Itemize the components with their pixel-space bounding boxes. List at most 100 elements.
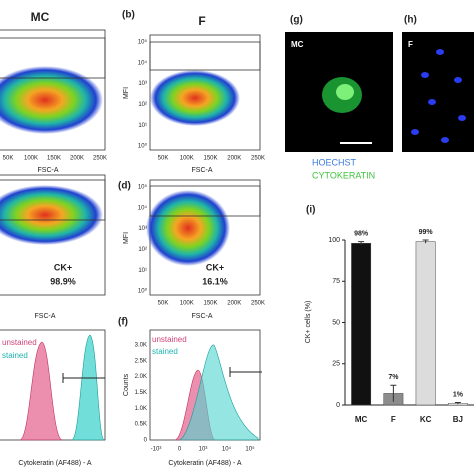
y-tick-label: 10⁴ — [138, 204, 148, 211]
panel-e: unstained stained Cytokeratin (AF488) - … — [0, 329, 106, 467]
image-label: MC — [291, 40, 304, 49]
density — [0, 66, 103, 134]
y-tick-label: 1.5K — [135, 390, 147, 396]
bar — [351, 243, 372, 406]
letter: (i) — [306, 205, 315, 216]
x-label: FSC-A — [192, 313, 213, 320]
x-tick-label: BJ — [453, 415, 463, 424]
x-tick-label: 100K — [180, 156, 194, 162]
value-label: 7% — [388, 374, 399, 381]
stain-cytokeratin: CYTOKERATIN — [312, 170, 375, 180]
x-tick-label: 200K — [227, 156, 241, 162]
y-tick-label: 0 — [144, 438, 148, 444]
x-tick-label: 250K — [251, 301, 265, 307]
gate-value: 16.1% — [202, 276, 228, 286]
gate-label: CK+ — [54, 262, 72, 272]
gate-value: 98.9% — [50, 276, 76, 286]
y-tick-label: 10⁴ — [138, 59, 148, 66]
legend-unstained: unstained — [2, 338, 37, 347]
value-label: 98% — [354, 230, 369, 237]
x-tick-label: 50K — [158, 301, 169, 307]
value-label: 99% — [419, 229, 434, 236]
plot-frame — [0, 29, 106, 151]
letter: (h) — [404, 15, 417, 26]
letter: (g) — [290, 15, 303, 26]
x-tick-label: 150K — [203, 156, 217, 162]
y-label: Counts — [123, 373, 130, 396]
value-label: 1% — [453, 391, 464, 398]
title: F — [198, 14, 205, 28]
y-tick-label: 10¹ — [138, 123, 147, 129]
x-tick-label: 250K — [251, 156, 265, 162]
stained-curve — [71, 334, 105, 441]
panel-b: (b) F MFI FSC-A — [122, 10, 261, 174]
image-label: F — [408, 40, 413, 49]
density — [146, 190, 230, 266]
legend-stained: stained — [152, 347, 178, 356]
cell-core — [336, 84, 354, 100]
panel-d: (d) CK+ 16.1% MFI FSC-A — [118, 179, 261, 320]
y-tick-label: 2.0K — [135, 374, 147, 380]
y-tick-label: 10⁵ — [138, 39, 148, 46]
x-tick-label: 10⁴ — [222, 446, 232, 453]
stain-hoechst: HOECHST — [312, 157, 357, 167]
y-tick-label: 10¹ — [138, 268, 147, 274]
x-tick-label: 150K — [47, 156, 61, 162]
panel-f: (f) unstained stained Counts Cytokeratin… — [118, 317, 262, 467]
x-tick-label: 250K — [93, 156, 107, 162]
letter: (f) — [118, 317, 128, 328]
y-tick-label: 25 — [332, 361, 340, 368]
y-tick-label: 0 — [336, 402, 340, 409]
bar — [415, 241, 436, 406]
gate — [0, 179, 106, 221]
x-tick-label: 200K — [227, 301, 241, 307]
y-tick-label: 10² — [138, 247, 147, 253]
x-label: FSC-A — [192, 167, 213, 174]
y-tick-label: 75 — [332, 278, 340, 285]
x-label: FSC-A — [35, 313, 56, 320]
x-tick-label: KC — [420, 415, 432, 424]
y-tick-label: 3.0K — [135, 343, 147, 349]
gate — [0, 37, 106, 79]
y-tick-label: 0.5K — [135, 422, 147, 428]
y-label: CK+ cells (%) — [305, 301, 312, 344]
panel-a: MC FSC-A — [0, 10, 106, 174]
plot-frame — [0, 174, 106, 296]
y-tick-label: 100 — [328, 237, 340, 244]
x-label: Cytokeratin (AF488) - A — [18, 460, 91, 467]
stained-curve — [179, 344, 259, 441]
y-tick-label: 10³ — [138, 226, 147, 232]
x-tick-label: 10³ — [199, 447, 208, 453]
y-tick-label: 10⁰ — [138, 143, 148, 150]
x-label: Cytokeratin (AF488) - A — [168, 460, 241, 467]
unstained-curve — [19, 341, 63, 441]
x-tick-label: 100K — [24, 156, 38, 162]
error-bar — [390, 384, 397, 402]
letter: (b) — [122, 10, 135, 21]
density — [150, 70, 240, 126]
y-label: MFI — [123, 87, 130, 99]
error-bar — [358, 241, 365, 245]
title: MC — [31, 10, 50, 24]
legend-stained: stained — [2, 351, 28, 360]
x-tick-label: MC — [355, 415, 368, 424]
panel-h: (h) F — [402, 15, 474, 152]
error-bar — [454, 402, 461, 405]
x-tick-label: 0 — [178, 447, 182, 453]
legend-unstained: unstained — [152, 335, 187, 344]
x-tick-label: 10⁵ — [245, 446, 255, 453]
gate — [149, 185, 261, 217]
panel-g: (g) MC — [285, 15, 393, 152]
y-tick-label: 10⁰ — [138, 288, 148, 295]
x-tick-label: 150K — [203, 301, 217, 307]
y-tick-label: 10⁵ — [138, 184, 148, 191]
y-label: MFI — [123, 232, 130, 244]
y-tick-label: 1.0K — [135, 406, 147, 412]
y-tick-label: 50 — [332, 319, 340, 326]
x-tick-label: 50K — [3, 156, 14, 162]
gate — [149, 41, 261, 71]
plot-frame — [149, 34, 261, 151]
panel-i: (i) CK+ cells (%) 0 25 50 75 100 MC 98% F 7% KC 99… — [305, 205, 474, 424]
x-tick-label: F — [391, 415, 396, 424]
x-tick-label: 50K — [158, 156, 169, 162]
